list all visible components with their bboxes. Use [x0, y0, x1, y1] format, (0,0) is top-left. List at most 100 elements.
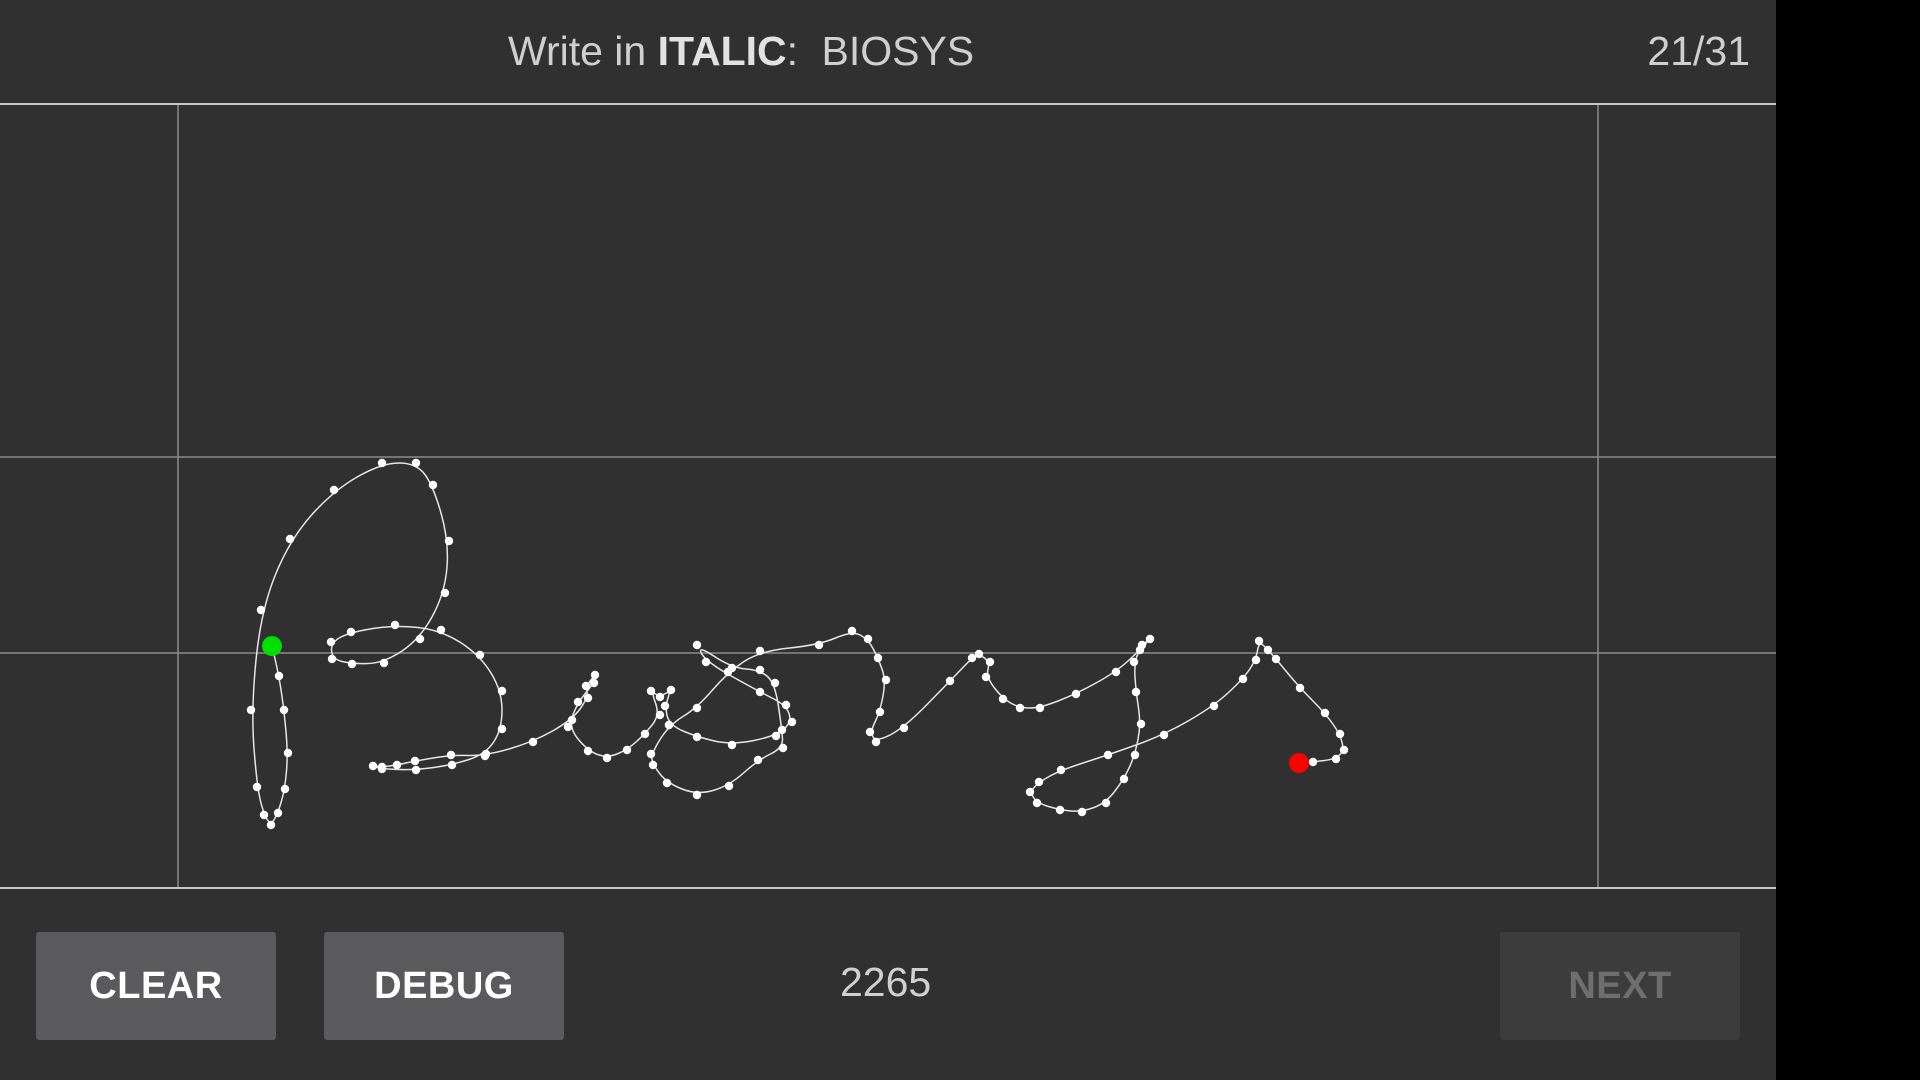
ink-sample-point [1101, 798, 1111, 808]
drawing-surface[interactable] [0, 105, 1776, 888]
ink-sample-point [567, 715, 577, 725]
ink-sample-point [881, 675, 891, 685]
target-word: BIOSYS [821, 28, 975, 74]
ink-sample-point [655, 710, 665, 720]
ink-sample-point [346, 627, 356, 637]
ink-sample-point [640, 729, 650, 739]
debug-button[interactable]: DEBUG [324, 932, 564, 1040]
ink-sample-point [1136, 719, 1146, 729]
ink-sample-point [1251, 655, 1261, 665]
handwriting-app: Write in ITALIC: BIOSYS 21/31 CLEAR DEBU… [0, 0, 1776, 1080]
ink-sample-point [327, 654, 337, 664]
ink-sample-point [692, 732, 702, 742]
ink-sample-point [985, 657, 995, 667]
ink-sample-point [528, 737, 538, 747]
ink-sample-point [871, 737, 881, 747]
ink-sample-point [1034, 777, 1044, 787]
drawing-canvas[interactable] [0, 105, 1776, 888]
ink-sample-point [280, 784, 290, 794]
ink-sample-point [945, 676, 955, 686]
footer-bar: CLEAR DEBUG 2265 NEXT [0, 887, 1776, 1080]
ink-sample-point [998, 694, 1008, 704]
ink-stroke [252, 462, 1344, 823]
ink-sample-point [411, 458, 421, 468]
ink-sample-point [1339, 745, 1349, 755]
ink-sample-point [1111, 667, 1121, 677]
stroke-start-marker [262, 636, 282, 656]
ink-sample-point [723, 667, 733, 677]
ink-sample-point [755, 665, 765, 675]
prompt-colon: : [786, 28, 799, 74]
ink-sample-point [1271, 654, 1281, 664]
ink-points [246, 458, 1349, 830]
ink-sample-point [753, 755, 763, 765]
next-button[interactable]: NEXT [1500, 932, 1740, 1040]
ink-sample-point [755, 687, 765, 697]
ink-sample-point [583, 693, 593, 703]
ink-sample-point [1263, 645, 1273, 655]
ink-sample-point [899, 723, 909, 733]
ink-sample-point [279, 705, 289, 715]
ink-sample-point [1071, 689, 1081, 699]
ink-sample-point [379, 658, 389, 668]
ink-sample-point [692, 703, 702, 713]
ink-sample-point [368, 761, 378, 771]
header-bar: Write in ITALIC: BIOSYS 21/31 [0, 0, 1776, 105]
ink-sample-point [411, 765, 421, 775]
ink-sample-point [410, 756, 420, 766]
ink-sample-point [285, 534, 295, 544]
stroke-end-marker [1289, 753, 1309, 773]
ink-sample-point [589, 678, 599, 688]
ink-sample-point [274, 671, 284, 681]
ink-sample-point [377, 762, 387, 772]
ink-sample-point [1015, 703, 1025, 713]
ink-sample-point [256, 605, 266, 615]
ink-sample-point [666, 685, 676, 695]
ink-sample-point [662, 778, 672, 788]
ink-sample-point [246, 705, 256, 715]
ink-sample-point [770, 678, 780, 688]
ink-sample-point [377, 458, 387, 468]
ink-sample-point [814, 640, 824, 650]
ink-sample-point [1130, 750, 1140, 760]
ink-sample-point [1035, 703, 1045, 713]
ink-sample-point [1331, 754, 1341, 764]
style-name: ITALIC [657, 28, 787, 74]
ink-sample-point [1055, 805, 1065, 815]
ink-sample-point [646, 749, 656, 759]
clear-button[interactable]: CLEAR [36, 932, 276, 1040]
ink-sample-point [778, 743, 788, 753]
ink-sample-point [1137, 640, 1147, 650]
ink-sample-point [497, 686, 507, 696]
ink-sample-point [440, 588, 450, 598]
ink-sample-point [266, 820, 276, 830]
ink-sample-point [777, 725, 787, 735]
ink-sample-point [583, 746, 593, 756]
ink-sample-point [497, 724, 507, 734]
ink-sample-point [771, 731, 781, 741]
ink-sample-point [1056, 765, 1066, 775]
ink-sample-point [273, 808, 283, 818]
ink-sample-point [347, 659, 357, 669]
ink-sample-point [875, 707, 885, 717]
ink-sample-point [392, 760, 402, 770]
ink-sample-point [755, 646, 765, 656]
ink-sample-point [415, 634, 425, 644]
ink-sample-point [863, 634, 873, 644]
ink-sample-point [563, 722, 573, 732]
ink-sample-point [648, 760, 658, 770]
ink-sample-point [847, 626, 857, 636]
ink-sample-point [724, 781, 734, 791]
ink-sample-point [1077, 807, 1087, 817]
ink-sample-point [1238, 674, 1248, 684]
ink-sample-point [573, 697, 583, 707]
ink-sample-point [655, 692, 665, 702]
ink-sample-point [259, 810, 269, 820]
ink-sample-point [480, 751, 490, 761]
ink-sample-point [622, 745, 632, 755]
ink-sample-point [252, 782, 262, 792]
ink-sample-point [1119, 774, 1129, 784]
ink-sample-point [1308, 757, 1318, 767]
ink-sample-point [692, 790, 702, 800]
ink-sample-point [1209, 701, 1219, 711]
